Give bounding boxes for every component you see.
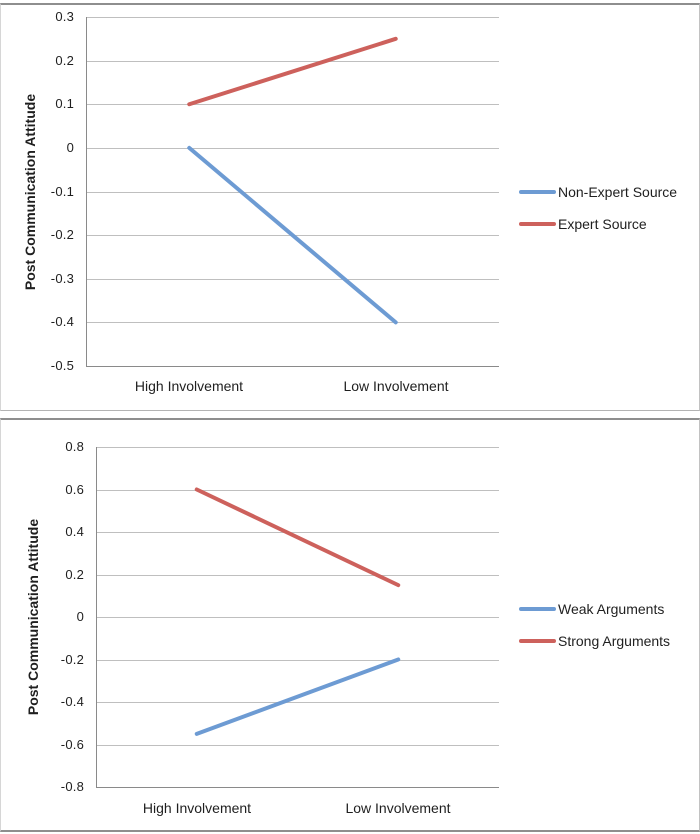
x-axis-category-label-low-involvement: Low Involvement [343,378,449,394]
series-line-expert-source [187,36,398,107]
y-axis-tick-label: 0 [76,609,84,624]
y-axis-tick-label: -0.1 [50,184,74,199]
x-axis-category-label-high-involvement: High Involvement [134,378,244,394]
legend-line-swatch-strong-arguments [519,639,556,643]
y-axis-tick-label: -0.4 [50,314,74,329]
legend-line-swatch-non-expert-source [519,190,556,194]
y-axis-tick-label: 0.1 [55,96,74,111]
y-axis-tick-label: -0.2 [50,227,74,242]
y-axis-tick-label: 0.8 [65,439,84,454]
legend-label: Non-Expert Source [558,184,678,200]
y-axis-tick-label: 0.2 [55,53,74,68]
y-axis-tick-label: 0.3 [55,9,74,24]
y-axis-tick-label: -0.8 [60,779,84,794]
legend-label: Strong Arguments [558,633,671,649]
y-axis-tick-label: 0.4 [65,524,84,539]
x-axis-category-label-low-involvement: Low Involvement [345,800,451,816]
legend-line-swatch-weak-arguments [519,607,556,611]
chart-argument-strength-involvement: 0.8 0.6 0.4 0.2 0 -0.2 -0.4 -0.6 -0.8 High Involv… [0,418,700,832]
y-axis-tick-label: -0.3 [50,271,74,286]
series-line-strong-arguments [194,487,401,588]
legend-entry-weak-arguments: Weak Arguments [519,600,664,618]
legend-label: Expert Source [558,216,647,232]
legend-line-swatch-expert-source [519,222,556,226]
plot-area [96,447,499,788]
y-axis-tick-label: -0.6 [60,737,84,752]
y-axis-tick-label: -0.5 [50,358,74,373]
legend-label: Weak Arguments [558,601,665,617]
y-axis-tick-label: 0.2 [65,567,84,582]
y-axis-title: Post Communication Attitude [25,518,41,716]
series-line-non-expert-source [187,145,398,325]
legend-entry-expert-source: Expert Source [519,215,647,233]
y-axis-tick-label: -0.4 [60,694,84,709]
series-line-weak-arguments [194,657,401,736]
x-axis-category-label-high-involvement: High Involvement [142,800,252,816]
y-axis-tick-label: -0.2 [60,652,84,667]
chart-source-expertise-involvement: 0.3 0.2 0.1 0 -0.1 -0.2 -0.3 -0.4 -0.5 High Invol… [0,3,700,411]
y-axis-tick-label: 0.6 [65,482,84,497]
legend-entry-strong-arguments: Strong Arguments [519,632,670,650]
y-axis-title: Post Communication Attitude [22,93,38,291]
plot-area [86,17,499,367]
legend-entry-non-expert-source: Non-Expert Source [519,183,677,201]
y-axis-tick-label: 0 [66,140,74,155]
